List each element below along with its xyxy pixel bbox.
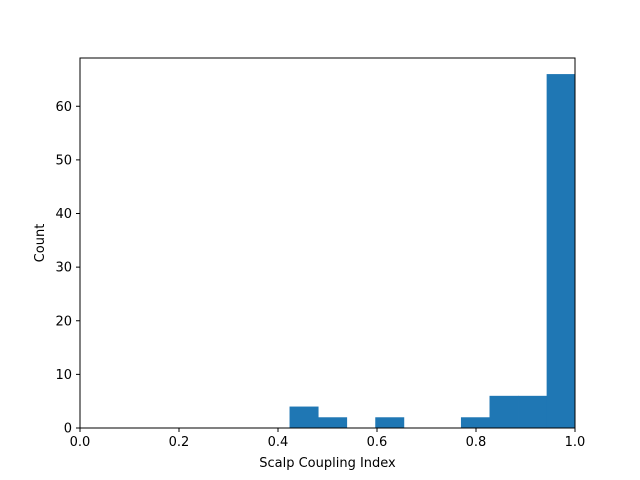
histogram-bar-0 xyxy=(289,406,319,428)
x-tick-label: 1.0 xyxy=(565,435,586,450)
x-tick-label: 0.0 xyxy=(70,435,91,450)
x-tick-label: 0.6 xyxy=(367,435,388,450)
y-axis: 0 10 20 30 40 50 60 xyxy=(55,100,80,437)
y-tick-label: 10 xyxy=(55,368,72,383)
y-tick-label: 20 xyxy=(55,314,72,329)
histogram-bar-6 xyxy=(460,417,490,428)
y-tick-label: 60 xyxy=(55,100,72,115)
histogram-bar-3 xyxy=(375,417,405,428)
y-tick-label: 30 xyxy=(55,261,72,276)
x-tick-label: 0.2 xyxy=(169,435,190,450)
y-tick-label: 40 xyxy=(55,207,72,222)
histogram-bars xyxy=(289,74,576,428)
y-axis-label: Count xyxy=(33,224,48,263)
histogram-bar-1 xyxy=(318,417,348,428)
x-tick-label: 0.8 xyxy=(466,435,487,450)
y-tick-label: 50 xyxy=(55,153,72,168)
x-axis-label: Scalp Coupling Index xyxy=(259,456,396,471)
histogram-bar-8 xyxy=(518,395,548,428)
y-tick-label: 0 xyxy=(64,422,72,437)
histogram-bar-9 xyxy=(546,74,576,428)
x-tick-label: 0.4 xyxy=(268,435,289,450)
x-axis: 0.0 0.2 0.4 0.6 0.8 1.0 xyxy=(70,428,586,450)
histogram-bar-7 xyxy=(489,395,519,428)
plot-area-frame xyxy=(79,57,576,429)
